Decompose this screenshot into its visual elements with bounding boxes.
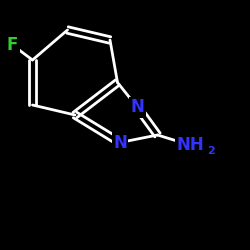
Text: N: N xyxy=(113,134,127,152)
Text: N: N xyxy=(130,98,144,116)
Text: F: F xyxy=(7,36,18,54)
Text: NH: NH xyxy=(176,136,204,154)
Text: 2: 2 xyxy=(208,146,215,156)
